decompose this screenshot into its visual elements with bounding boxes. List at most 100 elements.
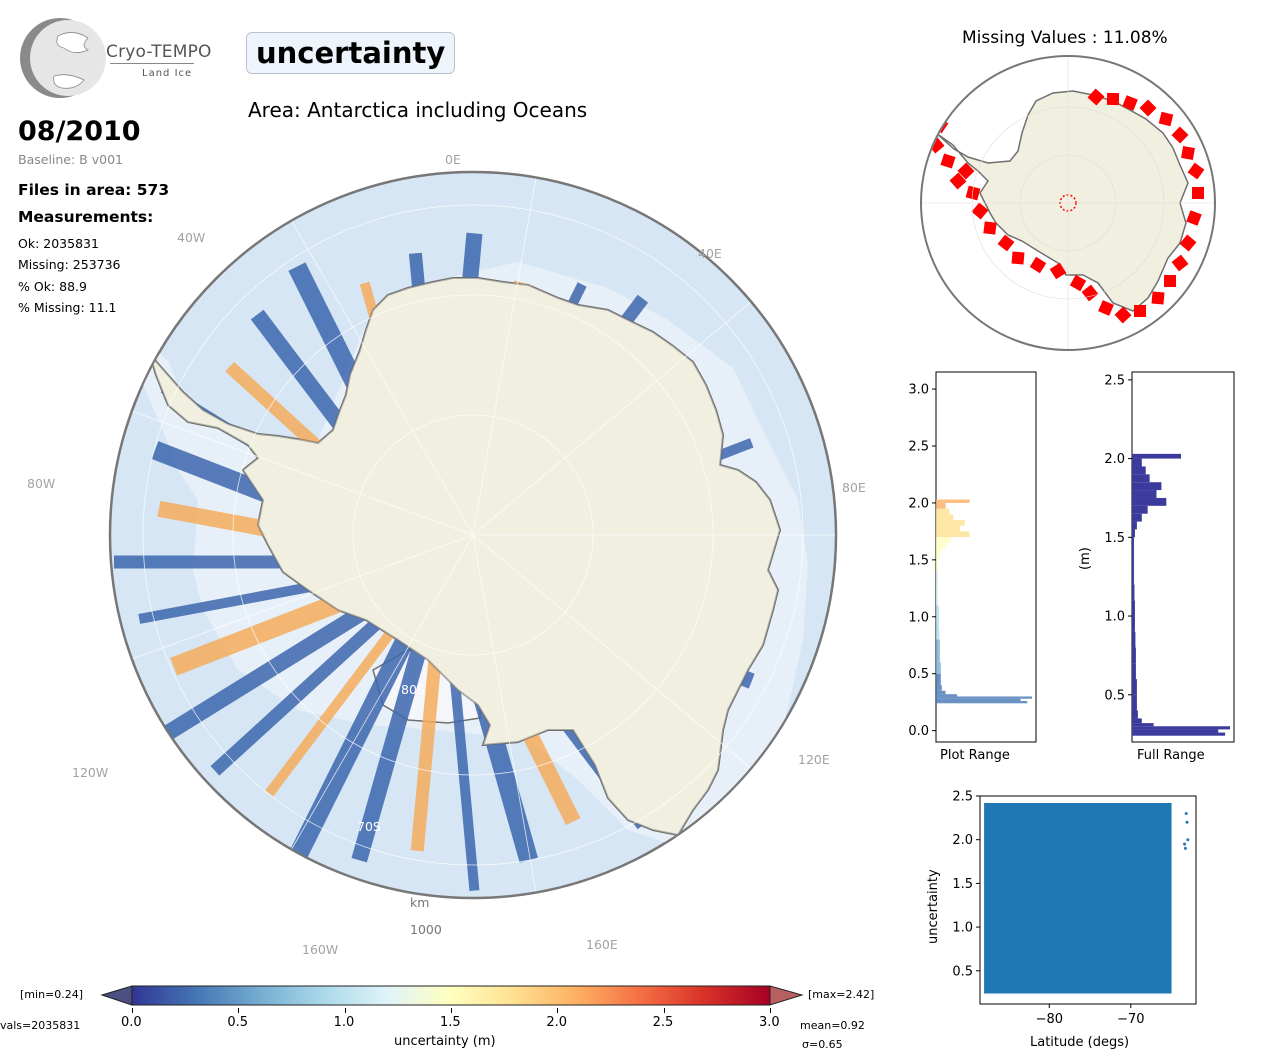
scatter-ytick-label: 2.5 [952, 790, 973, 805]
colorbar-max-extend [769, 985, 804, 1006]
graticule-meridian [472, 302, 751, 536]
scatter-latitude: 0.5 1.0 1.5 2.0 2.5 −80 −70 [940, 786, 1230, 1036]
graticule-meridian [291, 534, 474, 849]
colorbar-tick-label: 1.5 [440, 1015, 461, 1030]
missing-mark [1122, 95, 1138, 111]
scatter-xlabel: Latitude (degs) [1030, 1035, 1130, 1050]
missing-mark [1164, 275, 1176, 287]
histogram-bar [936, 701, 1028, 704]
missing-mark [1029, 256, 1047, 274]
colorbar-sigma-label: σ=0.65 [802, 1038, 843, 1051]
colorbar-max-label: [max=2.42] [808, 988, 875, 1001]
satellite-tracks [114, 232, 780, 892]
colorbar-tick-mark [663, 1008, 665, 1013]
histogram-ytick-label: 1.5 [1104, 531, 1125, 546]
missing-mark [1049, 262, 1067, 280]
scatter-ylabel: uncertainty [926, 869, 941, 944]
histogram-bar [1132, 584, 1135, 601]
histogram-bar [1132, 726, 1230, 730]
histogram-bar [936, 605, 939, 617]
histogram-bar [1132, 631, 1136, 648]
scale-bar-value: 1000 [410, 922, 442, 937]
colorbar [100, 984, 804, 1008]
missing-mark [997, 234, 1015, 252]
histogram-bar [936, 559, 938, 572]
missing-mark [949, 172, 967, 190]
histogram-bar [1132, 474, 1150, 483]
missing-mark [1114, 306, 1132, 324]
graticule-meridian [472, 178, 537, 536]
graticule-label-120e: 120E [798, 752, 830, 767]
missing-mark [1186, 210, 1202, 226]
graticule-label-70s: 70S [357, 819, 381, 834]
scatter-point [1184, 811, 1188, 815]
histogram-bar [936, 690, 946, 695]
histogram-ytick-label: 0.0 [908, 724, 929, 739]
histogram-bar [1132, 521, 1137, 530]
histogram-bar [936, 571, 938, 583]
histogram-bar [936, 582, 938, 594]
histogram-ytick-label: 1.0 [1104, 610, 1125, 625]
stat-pct-ok: % Ok: 88.9 [18, 279, 87, 294]
colorbar-tick-mark [557, 1008, 559, 1013]
scatter-point [1183, 846, 1187, 850]
missing-mark [1171, 126, 1189, 144]
colorbar-tick-label: 3.0 [759, 1015, 780, 1030]
histogram-bar [936, 554, 939, 560]
scatter-xtick-label: −80 [1036, 1012, 1063, 1027]
histogram-bar [936, 650, 940, 663]
histogram-ytick-label: 2.5 [908, 440, 929, 455]
histogram-bar [1132, 718, 1142, 724]
histogram-bar [936, 520, 965, 526]
scatter-ytick-label: 1.0 [952, 921, 973, 936]
histogram-bar [936, 514, 954, 520]
histogram-full-range-xlabel: Full Range [1137, 748, 1205, 763]
scatter-point [1185, 820, 1189, 824]
missing-mark [1098, 300, 1114, 316]
histogram-ytick-label: 2.5 [1104, 373, 1125, 388]
stat-ok: Ok: 2035831 [18, 236, 99, 251]
histogram-bar [1132, 497, 1167, 506]
variable-title: uncertainty [246, 32, 456, 74]
histogram-bar [1132, 529, 1135, 538]
area-label: Area: Antarctica including Oceans [248, 98, 588, 122]
scatter-point [1186, 838, 1190, 842]
colorbar-gradient [131, 985, 771, 1006]
missing-map-continent [935, 90, 1189, 312]
histogram-ytick-label: 3.0 [908, 383, 929, 398]
colorbar-tick-mark [770, 1008, 771, 1013]
scale-bar-unit: km [410, 895, 430, 910]
missing-mark [1181, 146, 1195, 160]
logo-divider [110, 63, 194, 64]
histogram-bar [1132, 553, 1134, 569]
histogram-bar [936, 685, 942, 691]
histogram-bar [1132, 663, 1136, 680]
histogram-bar [936, 542, 946, 549]
colorbar-min-extend [100, 985, 133, 1006]
graticule [132, 178, 835, 892]
scatter-ytick-label: 2.0 [952, 833, 973, 848]
scatter-ytick-label: 1.5 [952, 877, 973, 892]
missing-values-map [918, 53, 1218, 353]
histogram-bar [936, 696, 1032, 699]
graticule-label-40e: 40E [698, 246, 722, 261]
cryo-tempo-logo [18, 16, 108, 100]
missing-mark [1087, 88, 1105, 106]
histogram-plot-range: 0.0 0.5 1.0 1.5 2.0 2.5 3.0 [894, 366, 1044, 766]
files-in-area: Files in area: 573 [18, 181, 170, 199]
histogram-ytick-label: 0.5 [1104, 688, 1125, 703]
histogram-bar [936, 628, 940, 640]
colorbar-axis-label: uncertainty (m) [394, 1034, 496, 1049]
graticule-label-160e: 160E [586, 937, 618, 952]
histogram-bar [936, 537, 952, 543]
missing-mark [1106, 92, 1120, 106]
histogram-bar [1132, 513, 1142, 522]
graticule-label-80s: 80S [401, 682, 425, 697]
missing-mark [957, 162, 975, 180]
scatter-point [1183, 842, 1187, 846]
histogram-frame [935, 371, 1037, 743]
histogram-bar [936, 548, 941, 555]
missing-mark [1187, 162, 1205, 180]
histogram-ytick-label: 2.0 [1104, 452, 1125, 467]
graticule-meridian [132, 534, 474, 660]
